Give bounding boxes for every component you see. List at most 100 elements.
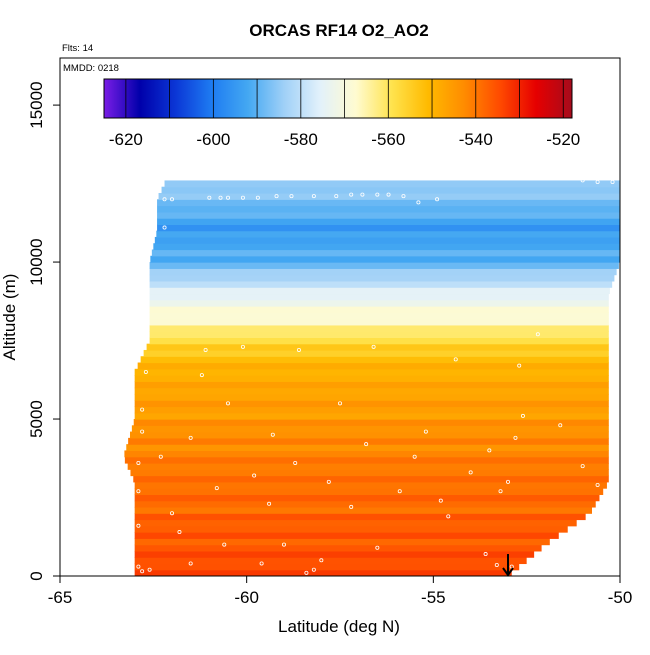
sample-point xyxy=(610,479,615,484)
heatmap-cell-row xyxy=(134,525,568,533)
y-tick-label: 5000 xyxy=(27,400,46,438)
colorbar-gradient xyxy=(103,78,573,119)
sample-point xyxy=(438,498,443,503)
sample-point xyxy=(270,432,275,437)
heatmap-cell-row xyxy=(124,456,609,464)
sample-point xyxy=(595,180,600,185)
heatmap-cell-row xyxy=(149,324,609,332)
heatmap-cell-row xyxy=(134,375,609,382)
heatmap-cell-row xyxy=(134,393,609,401)
sample-point xyxy=(281,542,286,547)
sample-point xyxy=(416,200,421,205)
heatmap-cell-row xyxy=(149,331,609,339)
y-axis: 0 5000 10000 15000 xyxy=(27,81,60,581)
descent-arrow xyxy=(502,554,514,577)
colorbar-tick-label: -580 xyxy=(284,130,318,149)
heatmap-cell-row xyxy=(130,469,609,477)
heatmap-cell-row xyxy=(134,569,512,576)
heatmap-cell-row xyxy=(134,494,600,502)
sample-point xyxy=(326,479,331,484)
sample-point xyxy=(259,561,264,566)
heatmap-cell-row xyxy=(134,400,609,408)
sample-point xyxy=(386,192,391,197)
heatmap-cell-row xyxy=(154,236,620,244)
sample-point xyxy=(143,369,148,374)
sample-point xyxy=(218,195,223,200)
heatmap-cell-row xyxy=(134,368,609,376)
sample-point xyxy=(311,194,316,199)
sample-point xyxy=(580,464,585,469)
sample-point xyxy=(349,504,354,509)
sample-point xyxy=(453,357,458,362)
sample-point xyxy=(349,192,354,197)
x-axis: -65 -60 -55 -50 xyxy=(48,576,632,607)
heatmap-cell-row xyxy=(157,224,620,232)
heatmap-cell-row xyxy=(130,431,609,439)
sample-point xyxy=(267,501,272,506)
heatmap-cell-row xyxy=(149,299,609,307)
heatmap-cell-row xyxy=(134,406,609,414)
sample-point xyxy=(610,180,615,185)
descent-arrow-head xyxy=(502,567,514,577)
heatmap-cell-row xyxy=(131,425,609,433)
sample-point xyxy=(412,454,417,459)
sample-point xyxy=(162,225,167,230)
sample-point xyxy=(446,514,451,519)
sample-point xyxy=(558,423,563,428)
sample-point xyxy=(199,373,204,378)
sample-point xyxy=(505,479,510,484)
sample-point xyxy=(207,195,212,200)
heatmap-cell-row xyxy=(134,519,577,527)
sample-point xyxy=(375,545,380,550)
heatmap-cell-row xyxy=(157,218,620,225)
heatmap-cell-row xyxy=(133,475,609,483)
plot-frame xyxy=(59,57,621,577)
sample-point xyxy=(498,489,503,494)
sample-point xyxy=(487,448,492,453)
heatmap-cell-row xyxy=(164,180,620,188)
heatmap-cell-row xyxy=(149,293,609,301)
sample-point xyxy=(240,344,245,349)
sample-point xyxy=(603,498,608,503)
heatmap-cell-row xyxy=(156,230,620,238)
sample-point xyxy=(535,332,540,337)
sample-point xyxy=(483,552,488,557)
heatmap-cell-row xyxy=(150,255,620,263)
sample-point xyxy=(360,192,365,197)
sample-point xyxy=(364,442,369,447)
sample-point xyxy=(293,460,298,465)
sample-point xyxy=(401,194,406,199)
sample-point xyxy=(225,401,230,406)
sample-point xyxy=(252,473,257,478)
sample-points xyxy=(136,178,615,575)
sample-point xyxy=(140,407,145,412)
heatmap-cell-row xyxy=(127,462,609,470)
heatmap-cell-row xyxy=(134,387,609,395)
heatmap-cell-row xyxy=(134,563,520,571)
heatmap-cell-row xyxy=(134,544,542,552)
sample-point xyxy=(203,347,208,352)
sample-point xyxy=(468,470,473,475)
heatmap-cell-row xyxy=(149,280,613,288)
sample-point xyxy=(136,460,141,465)
heatmap-cell-row xyxy=(161,186,620,194)
sample-point xyxy=(222,542,227,547)
heatmap-cell-row xyxy=(134,550,535,558)
x-tick-label: -65 xyxy=(48,588,73,607)
sample-point xyxy=(147,567,152,572)
y-axis-label: Altitude (m) xyxy=(0,274,19,361)
heatmap-cell-row xyxy=(157,205,620,213)
colorbar: -620 -600 -580 -560 -540 -520 xyxy=(103,78,580,149)
heatmap-cell-row xyxy=(134,412,609,420)
heatmap-cell-row xyxy=(134,488,604,495)
sample-point xyxy=(517,363,522,368)
flights-annotation: Flts: 14 xyxy=(62,43,93,54)
heatmap-cell-row xyxy=(157,211,620,219)
sample-point xyxy=(319,558,324,563)
heatmap-cell-row xyxy=(153,243,620,251)
heatmap-cell-row xyxy=(128,437,609,445)
sample-point xyxy=(140,569,145,574)
y-tick-label: 15000 xyxy=(27,81,46,128)
heatmap-cell-row xyxy=(151,249,620,257)
